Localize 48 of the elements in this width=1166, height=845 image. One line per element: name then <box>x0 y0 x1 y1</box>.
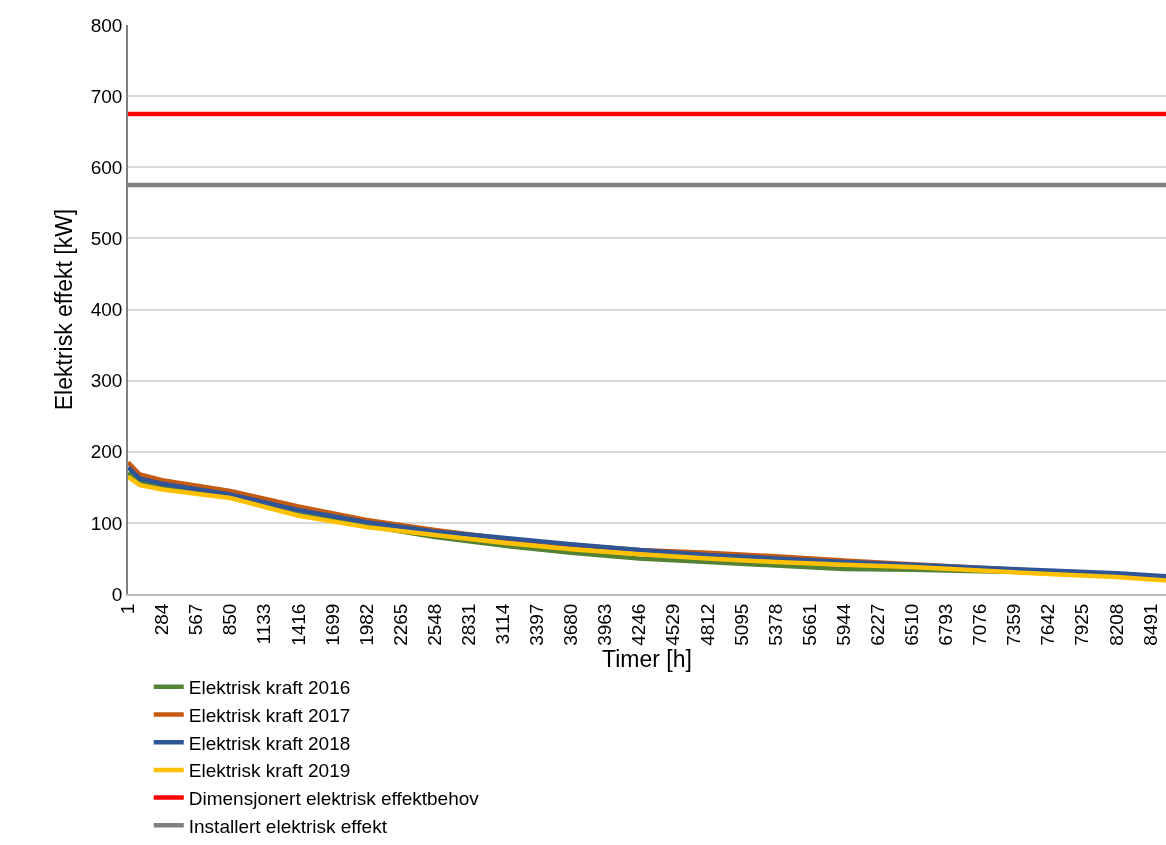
x-tick-label: 5378 <box>764 603 786 646</box>
x-axis-title: Timer [h] <box>602 645 692 672</box>
x-tick-label: 3963 <box>594 603 616 646</box>
legend-label: Elektrisk kraft 2018 <box>188 732 351 754</box>
x-tick-label: 4812 <box>696 603 718 646</box>
x-tick-label: 1 <box>117 603 139 615</box>
x-tick-label: 5661 <box>798 603 820 646</box>
x-tick-label: 6793 <box>935 603 957 646</box>
y-axis-title: Elektrisk effekt [kW] <box>50 208 77 411</box>
x-tick-label: 7642 <box>1037 603 1059 646</box>
x-tick-label: 3114 <box>492 603 514 645</box>
x-tick-label: 2831 <box>457 603 479 646</box>
y-tick-label: 200 <box>90 441 123 463</box>
x-tick-label: 2548 <box>423 603 445 646</box>
x-tick-label: 8491 <box>1139 603 1161 646</box>
x-tick-label: 1982 <box>355 603 377 646</box>
x-tick-label: 6227 <box>866 603 888 646</box>
legend-label: Elektrisk kraft 2019 <box>188 760 351 782</box>
y-tick-label: 0 <box>111 583 123 605</box>
x-tick-label: 1416 <box>287 603 309 646</box>
x-tick-label: 1133 <box>253 603 275 645</box>
x-tick-label: 6510 <box>901 603 923 646</box>
x-tick-label: 1699 <box>321 603 343 646</box>
x-tick-label: 4529 <box>662 603 684 646</box>
legend-label: Installert elektrisk effekt <box>188 815 388 837</box>
y-tick-label: 800 <box>90 14 123 36</box>
x-tick-label: 7076 <box>969 603 991 646</box>
y-tick-label: 400 <box>90 299 123 321</box>
x-tick-label: 3680 <box>560 603 582 646</box>
x-tick-label: 5095 <box>730 603 752 646</box>
legend-label: Elektrisk kraft 2016 <box>188 677 351 699</box>
x-tick-label: 7925 <box>1071 603 1093 646</box>
x-tick-label: 4246 <box>628 603 650 646</box>
x-tick-label: 5944 <box>832 603 854 646</box>
x-tick-label: 2265 <box>389 603 411 646</box>
y-tick-label: 600 <box>90 156 123 178</box>
y-tick-label: 500 <box>90 228 123 250</box>
x-tick-label: 284 <box>151 603 173 636</box>
x-tick-label: 567 <box>185 603 207 636</box>
x-tick-label: 8208 <box>1105 603 1127 646</box>
y-tick-label: 100 <box>90 512 123 534</box>
x-tick-label: 7359 <box>1003 603 1025 646</box>
legend-label: Elektrisk kraft 2017 <box>188 704 351 726</box>
x-tick-label: 3397 <box>526 603 548 646</box>
x-tick-label: 850 <box>219 603 241 636</box>
legend-label: Dimensjonert elektrisk effektbehov <box>188 788 480 810</box>
y-tick-label: 300 <box>90 370 123 392</box>
y-tick-label: 700 <box>90 85 123 107</box>
